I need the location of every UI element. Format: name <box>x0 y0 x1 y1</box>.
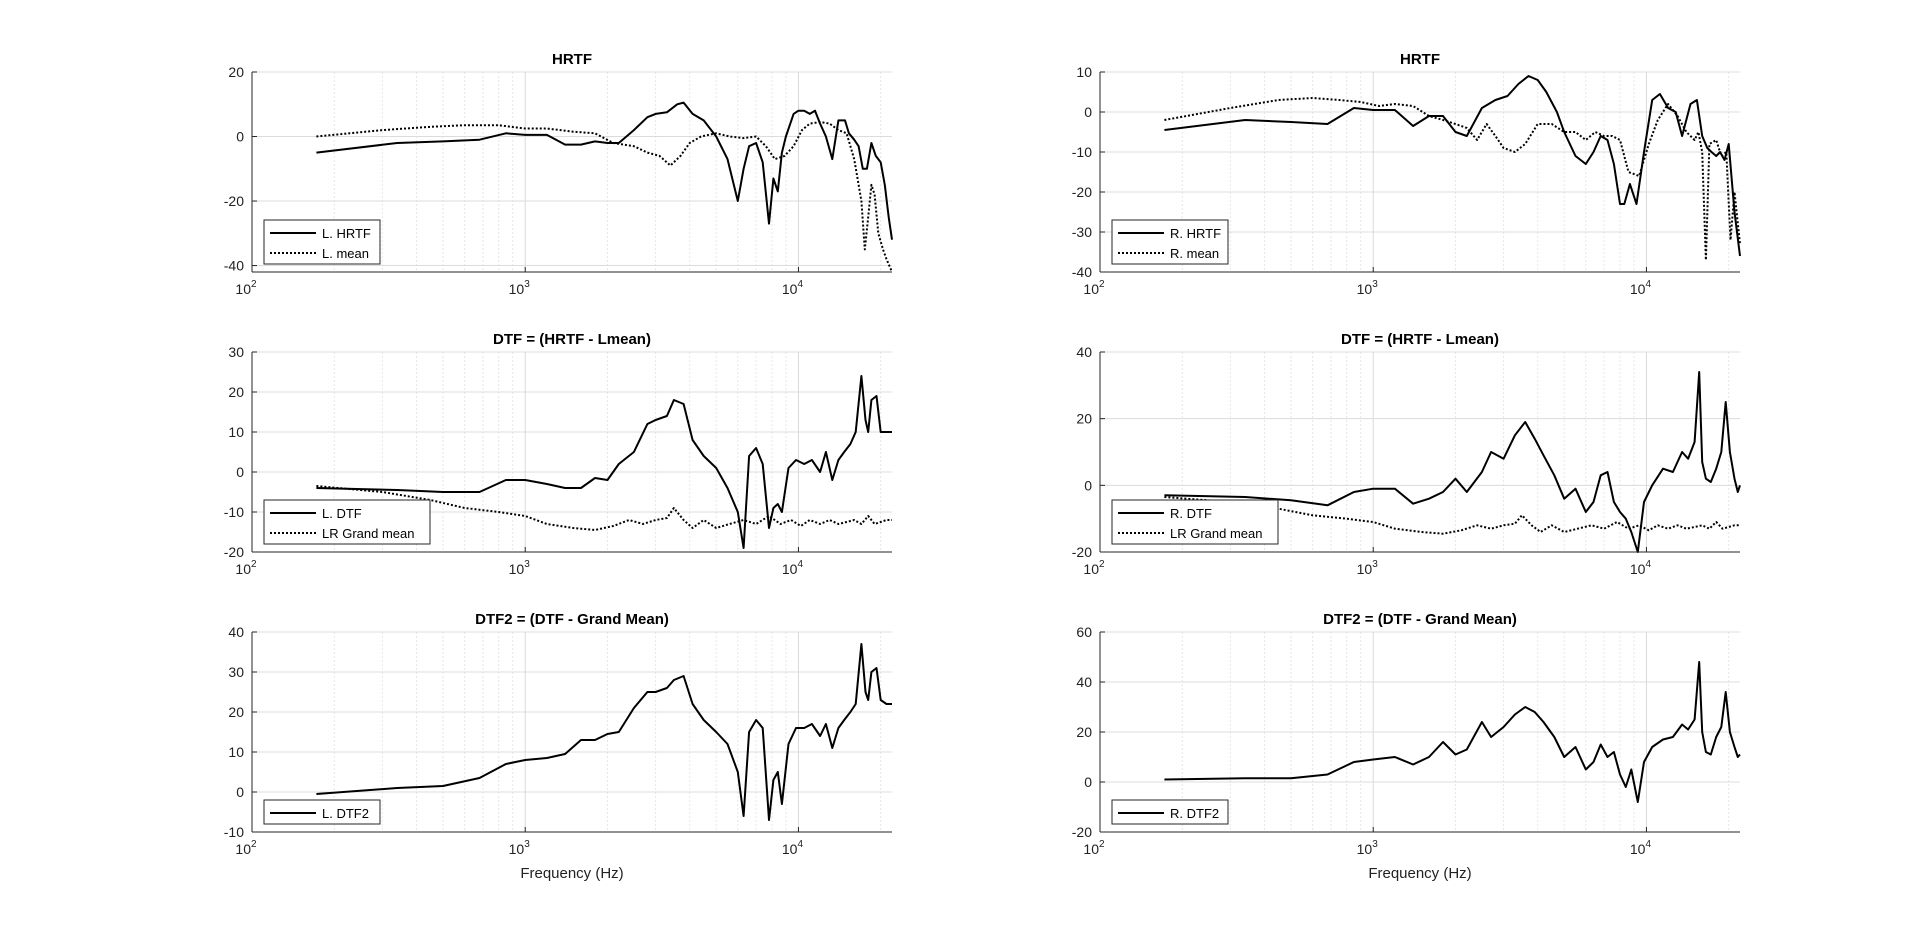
grid <box>251 71 892 272</box>
y-tick-label: -40 <box>1072 264 1092 280</box>
y-tick-label: 0 <box>236 129 244 145</box>
x-tick-label: 104 <box>1630 839 1652 857</box>
y-tick-label: -20 <box>1072 544 1092 560</box>
y-tick-label: 0 <box>1084 774 1092 790</box>
legend-label: LR Grand mean <box>1170 526 1263 541</box>
x-tick-label: 104 <box>782 279 804 297</box>
series-line-l-dtf <box>316 375 892 549</box>
series-line-lr-grand-mean <box>316 485 892 531</box>
x-axis-label: Frequency (Hz) <box>1368 865 1471 882</box>
series-line-r-hrtf <box>1164 75 1741 257</box>
legend: R. DTF LR Grand mean <box>1111 499 1279 545</box>
y-tick-label: 10 <box>228 424 244 440</box>
x-tick-label: 102 <box>235 279 257 297</box>
chart-panel-1: 20 0 -20 -40 102 103 104 HRTF L. HRTF L. mean <box>224 51 893 297</box>
y-tick-label: -20 <box>1072 184 1092 200</box>
chart-title: HRTF <box>1400 51 1440 68</box>
chart-title: HRTF <box>552 51 592 68</box>
x-tick-label: 104 <box>782 839 804 857</box>
legend-box <box>1111 219 1229 265</box>
series-line-r-dtf2 <box>1164 661 1741 803</box>
y-tick-label: 0 <box>1084 477 1092 493</box>
legend: R. HRTF R. mean <box>1111 219 1229 265</box>
y-tick-label: 20 <box>228 384 244 400</box>
y-tick-label: -40 <box>224 258 244 274</box>
y-tick-label: 20 <box>228 704 244 720</box>
legend-label: R. mean <box>1170 246 1219 261</box>
y-tick-label: 60 <box>1076 624 1092 640</box>
legend-label: L. DTF2 <box>322 806 369 821</box>
plot-area <box>252 632 892 832</box>
y-tick-label: -10 <box>1072 144 1092 160</box>
legend-label: R. HRTF <box>1170 226 1221 241</box>
x-tick-label: 103 <box>509 559 531 577</box>
legend: L. HRTF L. mean <box>263 219 381 265</box>
series-line-l-hrtf <box>316 101 893 240</box>
x-axis-label: Frequency (Hz) <box>520 865 623 882</box>
x-tick-label: 103 <box>509 839 531 857</box>
legend-box <box>263 219 381 265</box>
y-tick-label: -10 <box>224 504 244 520</box>
y-tick-label: -20 <box>1072 824 1092 840</box>
y-tick-label: -20 <box>224 544 244 560</box>
y-tick-label: 40 <box>1076 674 1092 690</box>
chart-title: DTF2 = (DTF - Grand Mean) <box>475 611 669 628</box>
series-line-r-dtf <box>1164 371 1741 553</box>
y-tick-label: 20 <box>1076 411 1092 427</box>
legend-label: L. DTF <box>322 506 362 521</box>
x-tick-label: 102 <box>1083 559 1105 577</box>
legend-label: L. mean <box>322 246 369 261</box>
y-tick-label: 0 <box>1084 104 1092 120</box>
x-tick-label: 104 <box>1630 279 1652 297</box>
y-tick-label: 0 <box>236 464 244 480</box>
x-tick-label: 102 <box>235 559 257 577</box>
legend: L. DTF LR Grand mean <box>263 499 431 545</box>
y-tick-label: 10 <box>1076 64 1092 80</box>
y-tick-label: 0 <box>236 784 244 800</box>
x-tick-label: 104 <box>782 559 804 577</box>
series-line-l-dtf2 <box>316 643 892 821</box>
x-tick-label: 103 <box>509 279 531 297</box>
series-line-r-mean <box>1164 97 1741 261</box>
legend-box <box>263 499 431 545</box>
y-tick-label: -30 <box>1072 224 1092 240</box>
y-tick-label: 20 <box>228 64 244 80</box>
series-line-l-mean <box>316 121 893 273</box>
legend-label: R. DTF2 <box>1170 806 1219 821</box>
x-tick-label: 103 <box>1357 839 1379 857</box>
series-line-lr-grand-mean <box>1164 496 1740 535</box>
legend-label: R. DTF <box>1170 506 1212 521</box>
legend-label: LR Grand mean <box>322 526 415 541</box>
x-tick-label: 104 <box>1630 559 1652 577</box>
x-tick-label: 103 <box>1357 559 1379 577</box>
y-tick-label: 20 <box>1076 724 1092 740</box>
x-tick-label: 102 <box>1083 279 1105 297</box>
x-tick-label: 102 <box>235 839 257 857</box>
x-tick-label: 102 <box>1083 839 1105 857</box>
y-tick-label: 10 <box>228 744 244 760</box>
x-tick-label: 103 <box>1357 279 1379 297</box>
grid <box>251 351 892 553</box>
y-tick-label: 40 <box>1076 344 1092 360</box>
y-tick-label: -10 <box>224 824 244 840</box>
chart-title: DTF = (HRTF - Lmean) <box>1341 331 1499 348</box>
chart-title: DTF2 = (DTF - Grand Mean) <box>1323 611 1517 628</box>
y-tick-label: 30 <box>228 664 244 680</box>
legend: L. DTF2 <box>263 799 381 825</box>
y-tick-label: 40 <box>228 624 244 640</box>
legend-label: L. HRTF <box>322 226 371 241</box>
legend-box <box>1111 499 1279 545</box>
y-tick-label: 30 <box>228 344 244 360</box>
chart-title: DTF = (HRTF - Lmean) <box>493 331 651 348</box>
legend: R. DTF2 <box>1111 799 1229 825</box>
y-tick-label: -20 <box>224 193 244 209</box>
